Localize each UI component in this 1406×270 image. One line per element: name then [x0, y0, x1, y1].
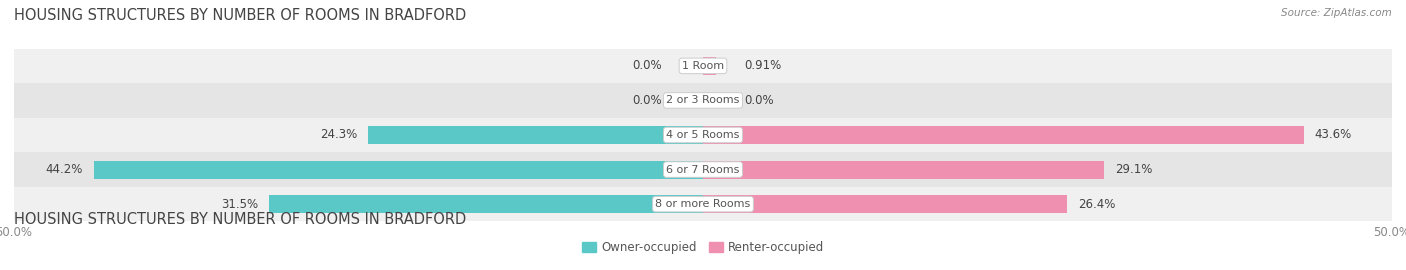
Bar [368, 126, 703, 144]
Text: 2 or 3 Rooms: 2 or 3 Rooms [666, 95, 740, 106]
Bar [703, 195, 1067, 213]
Bar [14, 49, 1392, 83]
Text: 0.0%: 0.0% [744, 94, 773, 107]
Text: 26.4%: 26.4% [1078, 198, 1115, 211]
Bar [14, 83, 1392, 118]
Bar [703, 57, 716, 75]
Text: 4 or 5 Rooms: 4 or 5 Rooms [666, 130, 740, 140]
Text: 43.6%: 43.6% [1315, 129, 1353, 141]
Bar [703, 126, 1303, 144]
Text: HOUSING STRUCTURES BY NUMBER OF ROOMS IN BRADFORD: HOUSING STRUCTURES BY NUMBER OF ROOMS IN… [14, 8, 467, 23]
Bar [14, 152, 1392, 187]
Bar [703, 161, 1104, 178]
Bar [14, 187, 1392, 221]
Text: 29.1%: 29.1% [1115, 163, 1153, 176]
Text: 0.0%: 0.0% [633, 94, 662, 107]
Text: Source: ZipAtlas.com: Source: ZipAtlas.com [1281, 8, 1392, 18]
Bar [14, 118, 1392, 152]
Legend: Owner-occupied, Renter-occupied: Owner-occupied, Renter-occupied [578, 236, 828, 259]
Text: 44.2%: 44.2% [45, 163, 83, 176]
Text: 1 Room: 1 Room [682, 61, 724, 71]
Text: 24.3%: 24.3% [321, 129, 357, 141]
Text: 0.91%: 0.91% [744, 59, 782, 72]
Text: 8 or more Rooms: 8 or more Rooms [655, 199, 751, 209]
Text: HOUSING STRUCTURES BY NUMBER OF ROOMS IN BRADFORD: HOUSING STRUCTURES BY NUMBER OF ROOMS IN… [14, 212, 467, 227]
Bar [94, 161, 703, 178]
Bar [269, 195, 703, 213]
Text: 6 or 7 Rooms: 6 or 7 Rooms [666, 164, 740, 175]
Text: 0.0%: 0.0% [633, 59, 662, 72]
Text: 31.5%: 31.5% [221, 198, 257, 211]
